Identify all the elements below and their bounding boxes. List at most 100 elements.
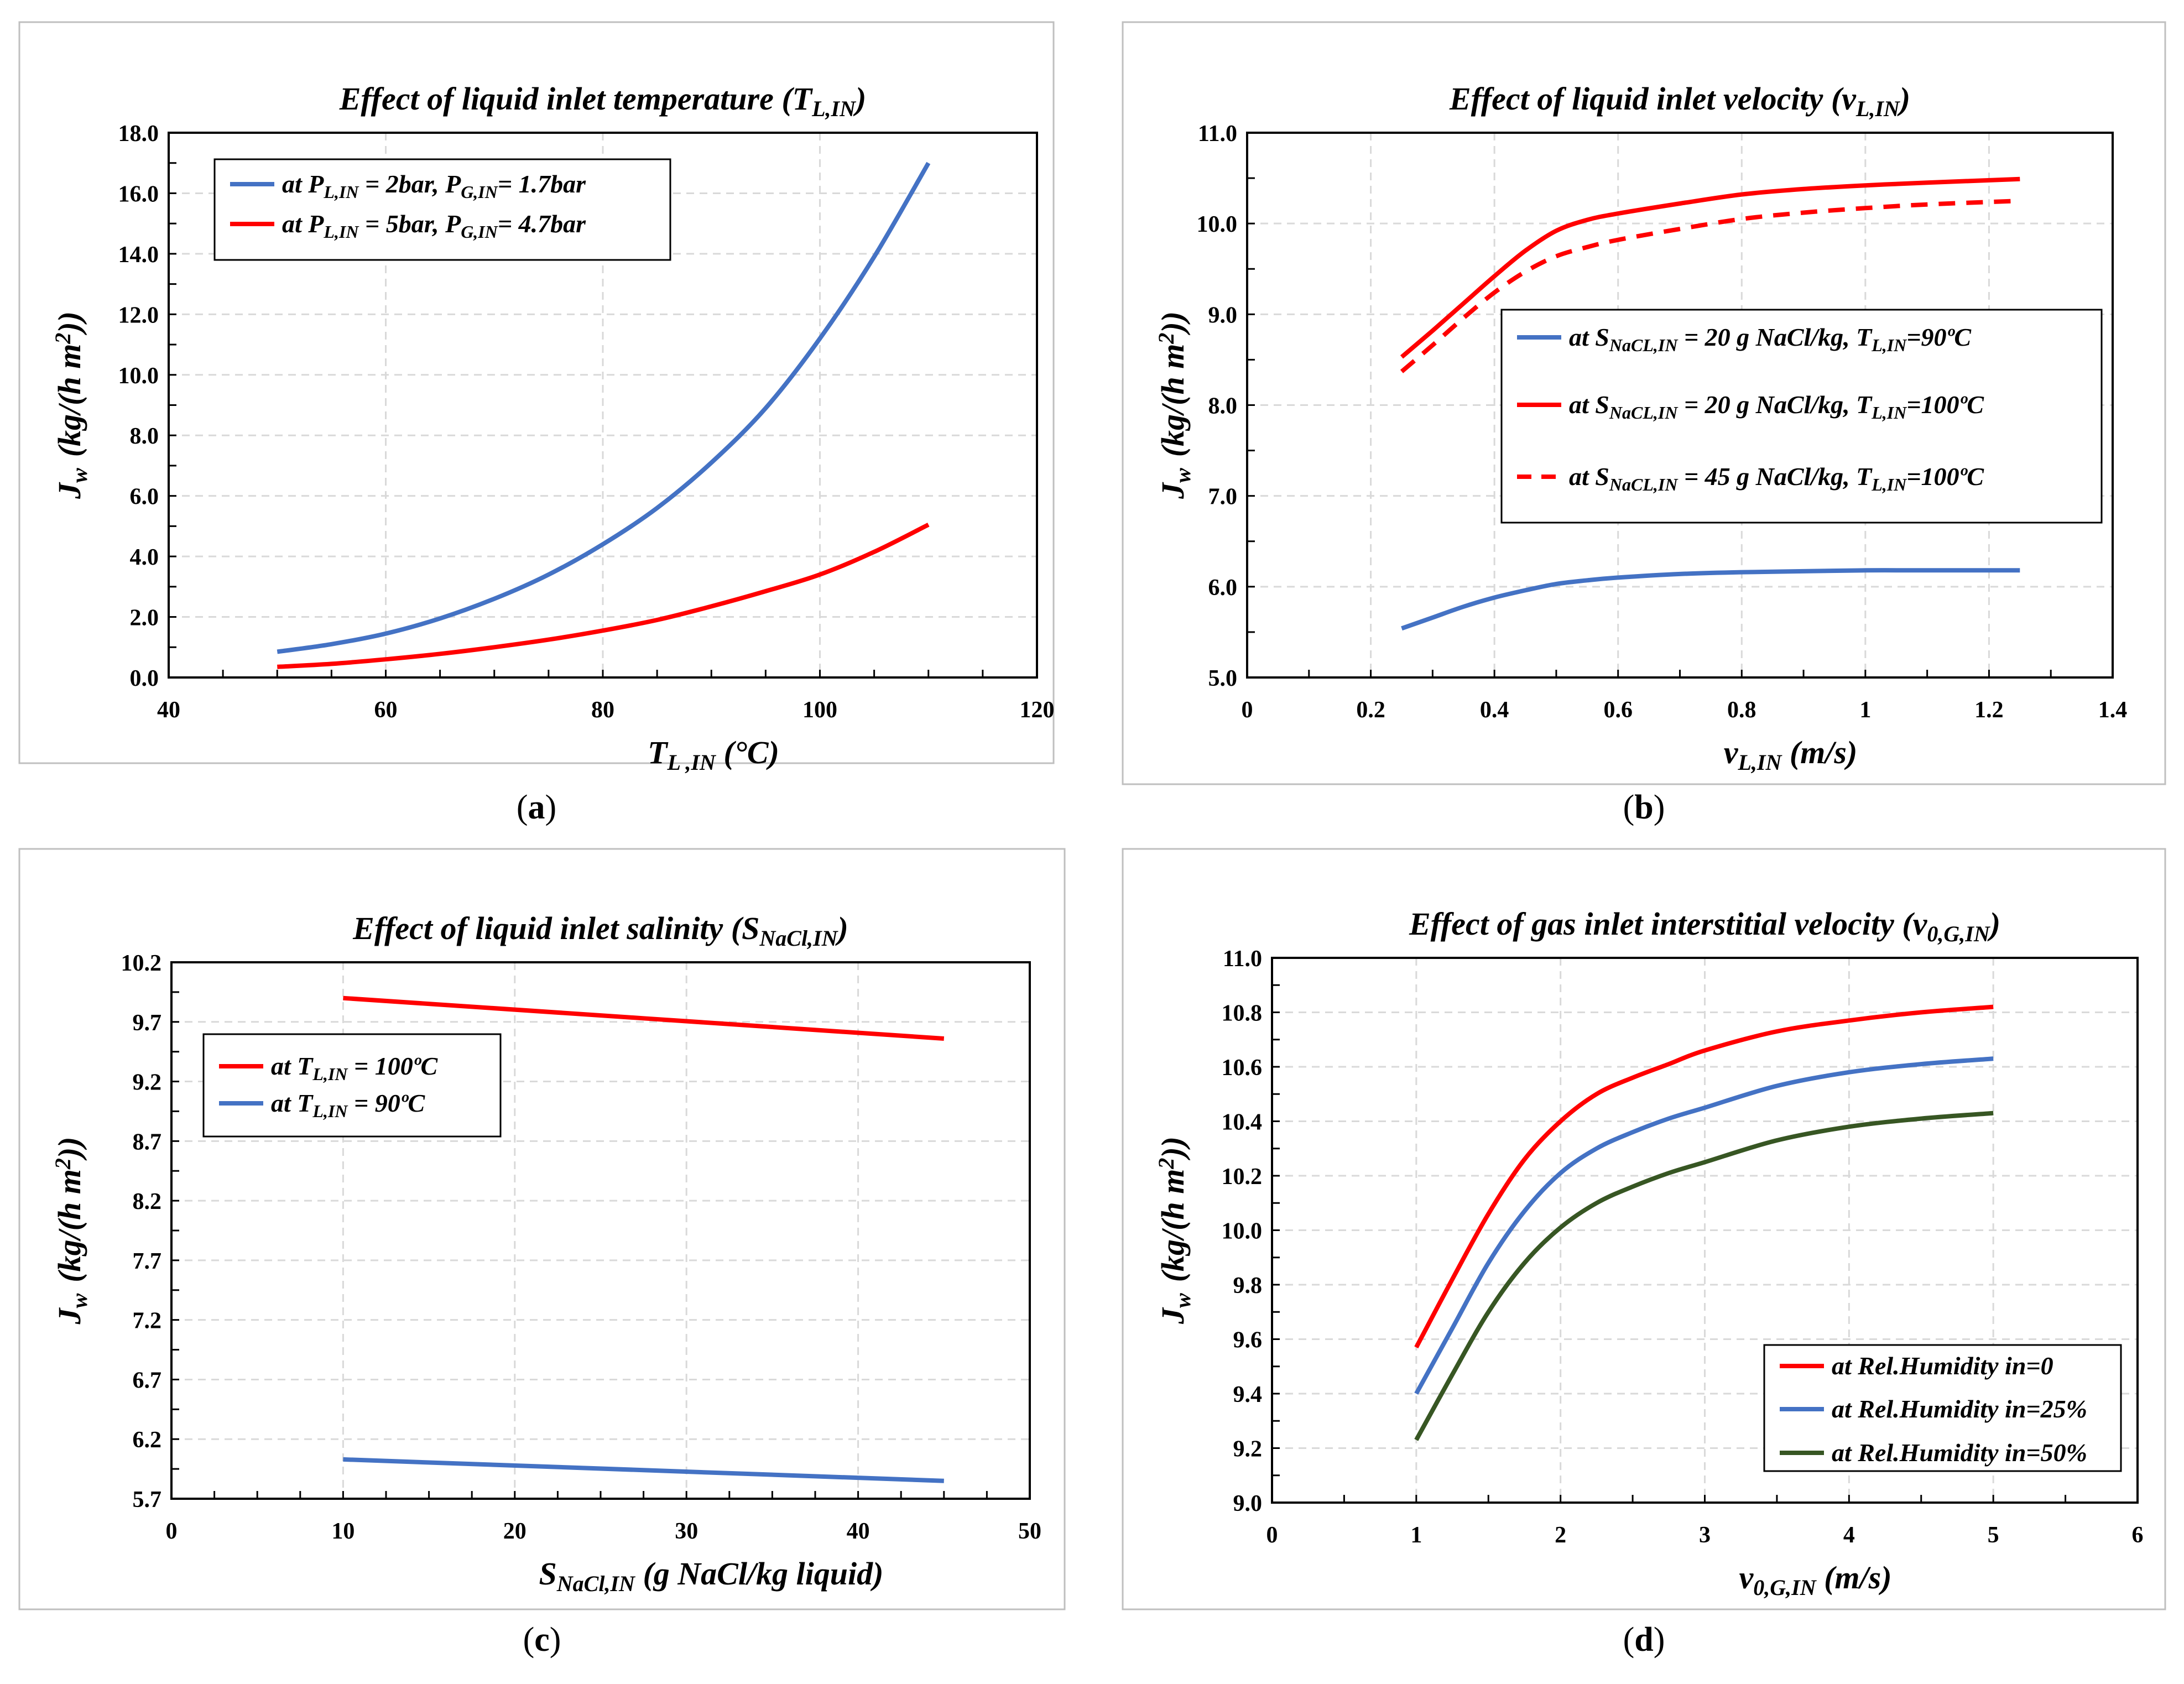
panel-d: 0 1 2 3 4 5 6 9.0 9.2 9.4 9.6 9.8 10.0 10.2 10.4 10.6 10…	[1122, 848, 2166, 1659]
legend-text: = 1.7bar	[498, 170, 586, 198]
y-tick-label: 10.8	[1222, 1001, 1263, 1026]
ylabel-unit: (kg/(h m	[51, 344, 87, 457]
y-tick-label: 10.0	[1197, 212, 1238, 237]
y-tick-label: 10.2	[121, 951, 162, 976]
ylabel-subscript: w	[67, 468, 92, 483]
xlabel-unit: (g NaCl/kg liquid)	[635, 1556, 884, 1592]
legend-subscript: L,IN	[1871, 335, 1907, 355]
xlabel-main: v	[1724, 734, 1739, 770]
x-tick-label: 0	[166, 1519, 178, 1544]
title-text: Effect of liquid inlet salinity (S	[352, 910, 759, 946]
ylabel-close: ))	[1155, 311, 1191, 336]
x-tick-label: 6	[2132, 1523, 2144, 1548]
y-tick-label: 10.2	[1222, 1164, 1263, 1190]
x-tick-label: 120	[1020, 697, 1055, 723]
x-tick-label: 50	[1018, 1519, 1041, 1544]
ylabel-unit: (kg/(h m	[51, 1169, 87, 1282]
title-subscript: L,IN	[811, 96, 857, 121]
y-axis-label: Jw (kg/(h m2))	[50, 311, 92, 499]
legend-text: = 2bar, P	[359, 170, 462, 198]
y-tick-label: 11.0	[1198, 121, 1237, 147]
ylabel-superscript: 2	[50, 1158, 75, 1170]
legend: at SNaCL,IN = 20 g NaCl/kg, TL,IN=90ºCat…	[1500, 309, 2103, 524]
legend-text: at Rel.Humidity in=50%	[1832, 1438, 2087, 1467]
panel-caption: (a)	[517, 789, 556, 826]
title-end: )	[1897, 81, 1910, 117]
gridlines	[169, 133, 1037, 677]
xlabel-main: S	[539, 1556, 557, 1592]
x-tick-label: 40	[157, 697, 180, 723]
title-text: Effect of gas inlet interstitial velocit…	[1409, 906, 1928, 942]
y-axis-label: Jw (kg/(h m2))	[1154, 311, 1195, 499]
y-tick-label: 9.2	[1233, 1437, 1263, 1462]
y-axis-label: Jw (kg/(h m2))	[50, 1137, 92, 1325]
legend-subscript: L,IN	[1871, 403, 1907, 423]
x-tick-label: 30	[675, 1519, 698, 1544]
y-tick-label: 6.7	[133, 1368, 162, 1393]
ylabel-superscript: 2	[1154, 333, 1179, 345]
chart-title: Effect of liquid inlet temperature (TL,I…	[339, 81, 867, 121]
caption-close: )	[545, 789, 557, 826]
y-tick-label: 7.0	[1208, 484, 1238, 510]
series-line-3	[1414, 1110, 1994, 1441]
y-tick-label: 8.0	[130, 424, 159, 449]
series-line-1	[277, 161, 931, 654]
series-line-2	[1414, 1056, 1994, 1395]
panel-frame	[1122, 848, 2166, 1610]
legend-subscript: L,IN	[312, 1101, 348, 1121]
panel-caption: (d)	[1623, 1621, 1665, 1659]
y-tick-label: 16.0	[118, 181, 159, 207]
legend-text: at S	[1569, 390, 1609, 419]
legend-text: =100ºC	[1906, 462, 1984, 491]
caption-open: (	[1623, 1621, 1635, 1659]
x-tick-label: 40	[847, 1519, 870, 1544]
legend-box	[202, 1033, 502, 1138]
legend-subscript: NaCL,IN	[1609, 475, 1679, 494]
y-tick-label: 9.6	[1233, 1328, 1263, 1353]
caption-open: (	[523, 1621, 535, 1659]
series-line-2	[343, 1457, 944, 1483]
x-tick-label: 1	[1859, 697, 1871, 723]
ticks	[1271, 957, 2139, 1504]
caption-letter: a	[528, 789, 545, 826]
legend-entry-2: at Rel.Humidity in=25%	[1832, 1395, 2087, 1423]
x-tick-label: 0.2	[1356, 697, 1385, 723]
xlabel-subscript: L,IN	[1737, 750, 1782, 775]
legend-subscript: G,IN	[461, 222, 499, 242]
title-end: )	[853, 81, 866, 117]
y-tick-label: 10.0	[118, 363, 159, 389]
legend-entry-2: at TL,IN = 90ºC	[271, 1089, 426, 1121]
xlabel-unit: (°C)	[716, 734, 779, 770]
y-tick-label: 7.7	[133, 1249, 162, 1274]
y-tick-label: 12.0	[118, 303, 159, 328]
legend-subscript: L,IN	[312, 1064, 348, 1084]
chart-title: Effect of liquid inlet salinity (SNaCl,I…	[352, 910, 848, 951]
panel-c: 0 10 20 30 40 50 5.7 6.2 6.7 7.2 7.7 8.2 8.7 9.2 9.7 10…	[18, 848, 1066, 1659]
chart-title: Effect of gas inlet interstitial velocit…	[1409, 906, 2000, 946]
ylabel-close: ))	[51, 311, 87, 336]
series-line-1	[1414, 1004, 1994, 1349]
x-tick-label: 0.6	[1603, 697, 1633, 723]
title-text: Effect of liquid inlet temperature (T	[339, 81, 814, 117]
title-text: Effect of liquid inlet velocity (v	[1449, 81, 1857, 117]
legend-text: = 20 g NaCl/kg, T	[1677, 390, 1873, 419]
legend-text: = 20 g NaCl/kg, T	[1677, 323, 1873, 351]
legend-text: at S	[1569, 323, 1609, 351]
y-tick-label: 8.7	[133, 1129, 162, 1155]
x-tick-label: 2	[1555, 1523, 1566, 1548]
x-tick-label: 4	[1843, 1523, 1855, 1548]
series-line-3	[1400, 199, 2020, 373]
legend-entry-1: at SNaCL,IN = 20 g NaCl/kg, TL,IN=90ºC	[1569, 323, 1972, 355]
legend-entry-2: at SNaCL,IN = 20 g NaCl/kg, TL,IN=100ºC	[1569, 390, 1984, 423]
y-axis-label: Jw (kg/(h m2))	[1154, 1136, 1195, 1325]
xlabel-subscript: 0,G,IN	[1753, 1575, 1817, 1600]
caption-letter: c	[534, 1621, 550, 1659]
x-tick-label: 60	[374, 697, 398, 723]
y-tick-label: 5.0	[1208, 666, 1238, 691]
x-axis-label: TL ,IN (°C)	[648, 734, 779, 775]
legend-text: at Rel.Humidity in=0	[1832, 1352, 2053, 1380]
ticks	[170, 961, 1031, 1500]
caption-letter: d	[1634, 1621, 1653, 1659]
y-tick-label: 10.6	[1222, 1055, 1263, 1081]
legend-subscript: L,IN	[323, 222, 359, 242]
